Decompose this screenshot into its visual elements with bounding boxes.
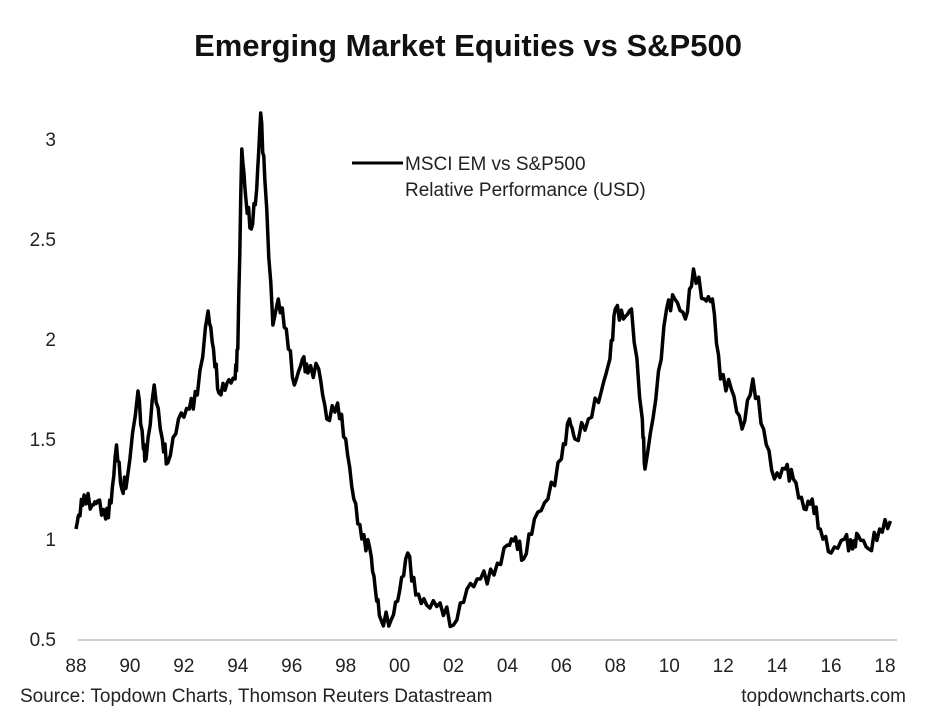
y-tick-label: 1 <box>45 530 56 551</box>
y-tick-label: 1.5 <box>30 430 56 451</box>
x-tick-label: 10 <box>659 656 680 677</box>
y-tick-label: 2 <box>45 330 56 351</box>
y-tick-label: 3 <box>45 130 56 151</box>
legend-label-line1: MSCI EM vs S&P500 <box>405 154 586 175</box>
source-note: Source: Topdown Charts, Thomson Reuters … <box>20 686 493 707</box>
chart-title: Emerging Market Equities vs S&P500 <box>194 28 742 63</box>
x-tick-label: 88 <box>65 656 86 677</box>
x-tick-label: 08 <box>605 656 626 677</box>
x-tick-label: 12 <box>713 656 734 677</box>
series-line-msci-em-vs-sp500 <box>74 111 893 629</box>
x-tick-label: 16 <box>820 656 841 677</box>
legend-label-line2: Relative Performance (USD) <box>405 180 646 201</box>
x-tick-label: 94 <box>227 656 249 677</box>
x-tick-label: 96 <box>281 656 302 677</box>
x-tick-label: 06 <box>551 656 572 677</box>
x-tick-label: 98 <box>335 656 356 677</box>
x-tick-label: 04 <box>497 656 519 677</box>
x-tick-label: 18 <box>874 656 895 677</box>
x-tick-label: 14 <box>767 656 789 677</box>
y-tick-label: 2.5 <box>30 230 56 251</box>
x-tick-label: 02 <box>443 656 464 677</box>
x-tick-label: 00 <box>389 656 410 677</box>
y-tick-label: 0.5 <box>30 630 56 651</box>
x-tick-label: 92 <box>173 656 194 677</box>
credit-note: topdowncharts.com <box>741 686 906 707</box>
x-tick-label: 90 <box>119 656 140 677</box>
